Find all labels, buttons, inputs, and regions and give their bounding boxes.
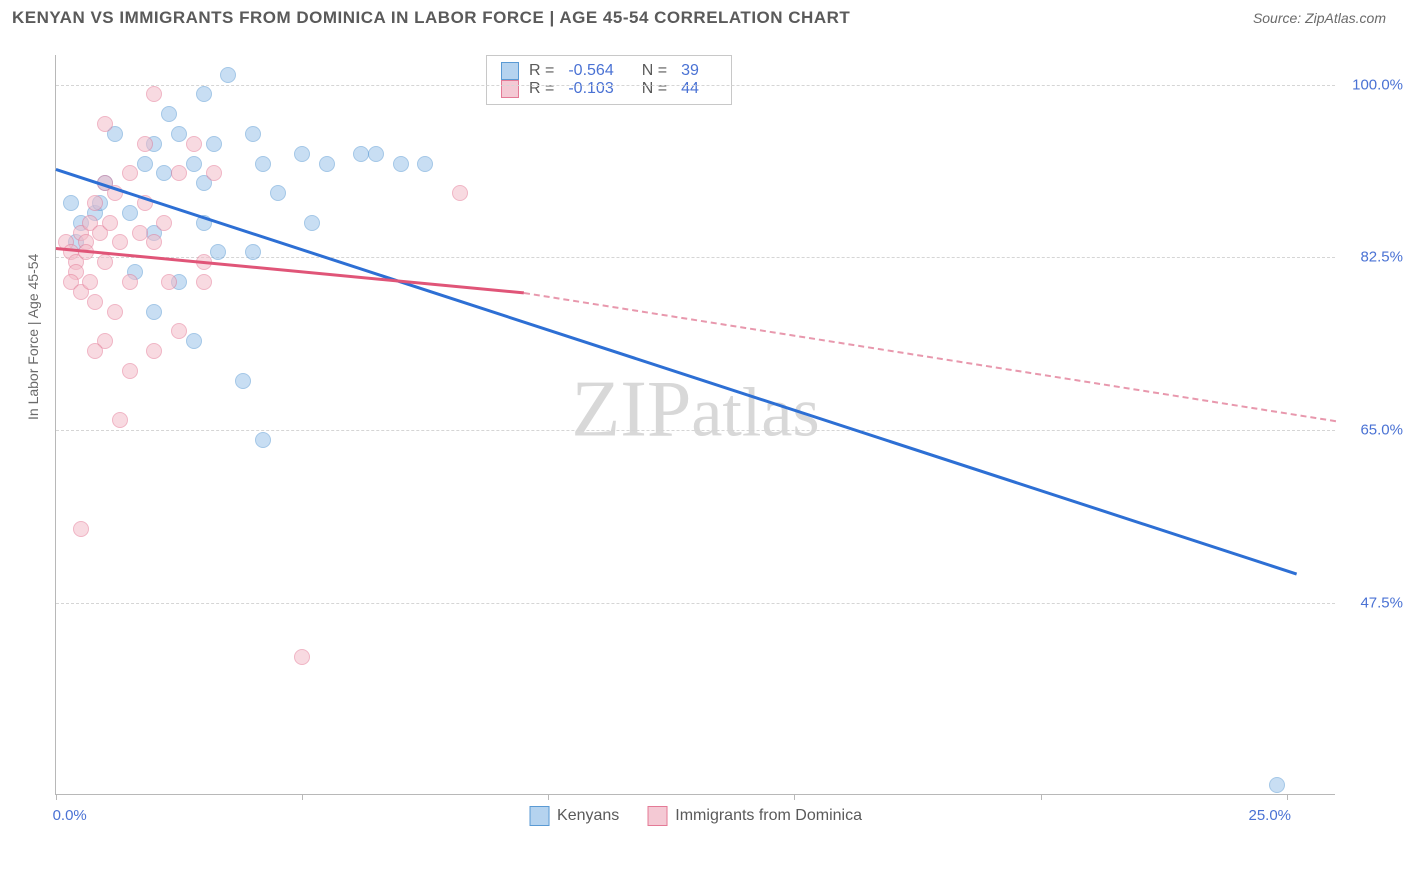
scatter-point bbox=[171, 165, 187, 181]
y-tick-label: 65.0% bbox=[1360, 421, 1403, 438]
y-tick-label: 82.5% bbox=[1360, 249, 1403, 266]
x-tick bbox=[1287, 794, 1288, 800]
scatter-point bbox=[122, 205, 138, 221]
scatter-point bbox=[294, 146, 310, 162]
scatter-point bbox=[245, 126, 261, 142]
scatter-point bbox=[270, 185, 286, 201]
scatter-point bbox=[122, 165, 138, 181]
scatter-point bbox=[1269, 777, 1285, 793]
scatter-point bbox=[171, 126, 187, 142]
scatter-point bbox=[102, 215, 118, 231]
scatter-point bbox=[156, 215, 172, 231]
scatter-point bbox=[107, 304, 123, 320]
scatter-point bbox=[196, 86, 212, 102]
legend-item-2: Immigrants from Dominica bbox=[647, 806, 862, 826]
scatter-point bbox=[82, 274, 98, 290]
scatter-point bbox=[137, 136, 153, 152]
stats-row-series-2: R = -0.103 N = 44 bbox=[501, 80, 717, 98]
correlation-stats-box: R = -0.564 N = 39 R = -0.103 N = 44 bbox=[486, 55, 732, 105]
scatter-point bbox=[417, 156, 433, 172]
scatter-point bbox=[353, 146, 369, 162]
x-tick bbox=[302, 794, 303, 800]
source-label: Source: ZipAtlas.com bbox=[1253, 10, 1386, 26]
scatter-point bbox=[206, 165, 222, 181]
scatter-point bbox=[220, 67, 236, 83]
scatter-point bbox=[255, 156, 271, 172]
scatter-point bbox=[235, 373, 251, 389]
scatter-point bbox=[146, 86, 162, 102]
scatter-point bbox=[97, 116, 113, 132]
x-tick-label: 0.0% bbox=[53, 807, 87, 824]
scatter-point bbox=[171, 323, 187, 339]
gridline bbox=[56, 85, 1335, 86]
scatter-point bbox=[196, 274, 212, 290]
scatter-point bbox=[87, 195, 103, 211]
scatter-point bbox=[87, 343, 103, 359]
scatter-point bbox=[161, 106, 177, 122]
x-tick bbox=[794, 794, 795, 800]
chart-plot-area: ZIPatlas R = -0.564 N = 39 R = -0.103 N … bbox=[55, 55, 1335, 795]
y-axis-label: In Labor Force | Age 45-54 bbox=[25, 254, 41, 420]
gridline bbox=[56, 603, 1335, 604]
stats-row-series-1: R = -0.564 N = 39 bbox=[501, 62, 717, 80]
scatter-point bbox=[122, 274, 138, 290]
scatter-point bbox=[146, 304, 162, 320]
y-tick-label: 47.5% bbox=[1360, 594, 1403, 611]
scatter-point bbox=[87, 294, 103, 310]
scatter-point bbox=[210, 244, 226, 260]
scatter-point bbox=[122, 363, 138, 379]
scatter-point bbox=[294, 649, 310, 665]
scatter-point bbox=[452, 185, 468, 201]
scatter-point bbox=[368, 146, 384, 162]
legend-swatch-1 bbox=[529, 806, 549, 826]
gridline bbox=[56, 430, 1335, 431]
scatter-point bbox=[73, 521, 89, 537]
chart-title: KENYAN VS IMMIGRANTS FROM DOMINICA IN LA… bbox=[12, 8, 850, 28]
scatter-point bbox=[319, 156, 335, 172]
scatter-point bbox=[156, 165, 172, 181]
scatter-point bbox=[186, 333, 202, 349]
scatter-point bbox=[112, 412, 128, 428]
trendline-series-2-ext bbox=[524, 292, 1337, 422]
scatter-point bbox=[132, 225, 148, 241]
scatter-point bbox=[146, 234, 162, 250]
scatter-point bbox=[245, 244, 261, 260]
scatter-point bbox=[161, 274, 177, 290]
scatter-point bbox=[186, 156, 202, 172]
scatter-point bbox=[186, 136, 202, 152]
scatter-point bbox=[137, 156, 153, 172]
stats-swatch-2 bbox=[501, 80, 519, 98]
scatter-point bbox=[112, 234, 128, 250]
x-tick bbox=[1041, 794, 1042, 800]
stats-swatch-1 bbox=[501, 62, 519, 80]
x-tick bbox=[56, 794, 57, 800]
x-tick-label: 25.0% bbox=[1248, 807, 1291, 824]
x-tick bbox=[548, 794, 549, 800]
y-tick-label: 100.0% bbox=[1352, 76, 1403, 93]
scatter-point bbox=[393, 156, 409, 172]
scatter-point bbox=[255, 432, 271, 448]
scatter-point bbox=[146, 343, 162, 359]
legend-swatch-2 bbox=[647, 806, 667, 826]
scatter-point bbox=[206, 136, 222, 152]
legend: Kenyans Immigrants from Dominica bbox=[529, 806, 862, 826]
scatter-point bbox=[97, 254, 113, 270]
scatter-point bbox=[63, 195, 79, 211]
legend-item-1: Kenyans bbox=[529, 806, 619, 826]
scatter-point bbox=[304, 215, 320, 231]
